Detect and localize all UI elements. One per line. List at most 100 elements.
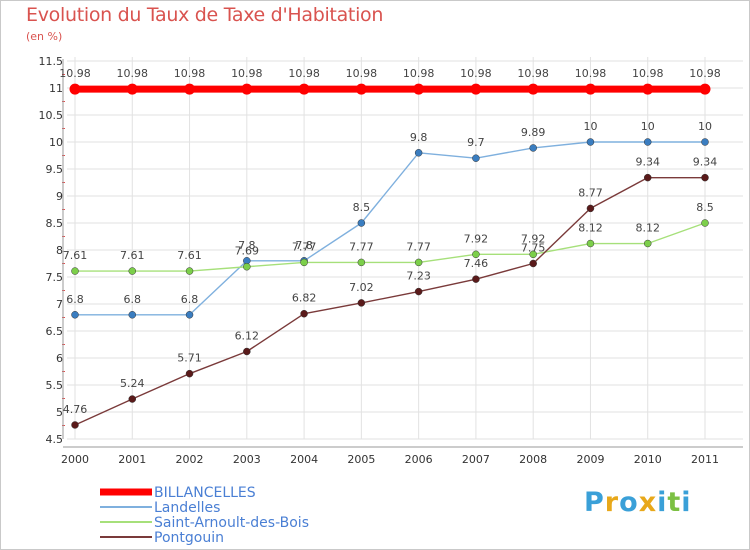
data-point — [529, 250, 537, 259]
axis-layer: 4.5 5 5.5 6 6.5 7 7.5 8 8.5 9 9.5 10 10.5 11 11.5 2000 2… — [39, 55, 743, 466]
y-tick-label: 10 — [49, 136, 63, 149]
logo-letter: r — [604, 487, 620, 518]
y-tick-label: 9 — [56, 190, 63, 203]
proxiti-logo: Proxiti — [584, 487, 692, 518]
x-tick-label: 2004 — [290, 453, 318, 466]
data-label: 7.61 — [120, 249, 145, 262]
data-label: 10 — [583, 120, 597, 133]
y-tick-label: 8 — [56, 244, 63, 257]
data-label: 9.7 — [467, 136, 485, 149]
legend-label: Landelles — [154, 500, 220, 516]
data-label: 10.98 — [575, 67, 607, 80]
data-point — [527, 83, 539, 95]
data-point — [69, 83, 81, 95]
data-point — [185, 267, 194, 275]
data-point — [414, 287, 423, 296]
data-label: 10.98 — [403, 67, 435, 80]
data-point — [298, 83, 310, 95]
x-tick-label: 2002 — [176, 453, 204, 466]
x-tick-label: 2006 — [405, 453, 433, 466]
y-tick-label: 6 — [56, 352, 63, 365]
data-label: 10.98 — [632, 67, 664, 80]
data-point — [128, 267, 137, 275]
data-label: 7.75 — [521, 242, 546, 255]
data-point — [701, 173, 709, 182]
data-label: 5.24 — [120, 377, 145, 390]
data-label: 6.82 — [292, 292, 317, 305]
data-point — [586, 204, 595, 213]
data-point — [699, 83, 711, 95]
logo-letter: o — [619, 487, 639, 518]
data-point — [643, 239, 652, 248]
x-tick-label: 2000 — [61, 453, 89, 466]
data-point — [529, 144, 537, 152]
data-label: 9.34 — [635, 156, 660, 169]
data-label: 10.98 — [517, 67, 549, 80]
data-point — [71, 267, 79, 275]
grid-layer — [67, 57, 743, 440]
logo-letter: x — [638, 487, 658, 518]
logo-letter: t — [667, 487, 682, 518]
data-point — [584, 83, 596, 95]
data-point — [586, 138, 595, 146]
chart-subtitle: (en %) — [26, 30, 63, 43]
logo-letter: i — [681, 487, 692, 518]
data-label: 10.98 — [689, 67, 721, 80]
x-tick-label: 2005 — [347, 453, 375, 466]
y-tick-label: 11.5 — [39, 55, 64, 68]
data-label-layer: 10.98 10.98 10.98 10.98 10.98 10.98 10.98 10.98… — [59, 67, 721, 416]
y-tick-label: 7 — [56, 298, 63, 311]
data-label: 10 — [641, 120, 655, 133]
data-label: 10.98 — [346, 67, 378, 80]
data-point — [300, 309, 308, 318]
data-point — [701, 138, 709, 146]
data-label: 5.71 — [177, 352, 202, 365]
data-label: 7.61 — [177, 249, 202, 262]
data-point — [357, 299, 366, 307]
data-point — [414, 258, 423, 267]
data-point — [126, 83, 138, 95]
data-label: 9.89 — [521, 126, 546, 139]
data-label: 8.12 — [635, 222, 660, 235]
x-tick-label: 2010 — [634, 453, 662, 466]
data-label: 6.8 — [66, 293, 84, 306]
data-point — [586, 239, 595, 248]
data-label: 7.8 — [295, 239, 313, 252]
data-label: 7.92 — [464, 232, 489, 245]
y-tick-label: 10.5 — [39, 109, 64, 122]
logo-letter: i — [657, 487, 668, 518]
data-label: 10.98 — [231, 67, 263, 80]
data-label: 7.77 — [292, 240, 317, 253]
data-label: 7.23 — [406, 270, 431, 283]
data-point — [357, 258, 366, 267]
y-tick-label: 7.5 — [46, 271, 64, 284]
data-point — [243, 262, 251, 271]
data-label: 6.12 — [235, 330, 260, 343]
data-label: 4.76 — [63, 403, 88, 416]
x-tick-label: 2001 — [118, 453, 146, 466]
data-point — [241, 83, 253, 95]
data-point — [184, 83, 196, 95]
logo-letter: P — [584, 487, 605, 518]
data-label: 7.92 — [521, 232, 546, 245]
data-point — [71, 311, 79, 319]
chart-title: Evolution du Taux de Taxe d'Habitation — [26, 4, 384, 26]
data-point — [529, 259, 537, 268]
legend-label: Pontgouin — [154, 530, 224, 546]
data-point — [71, 421, 79, 429]
data-point — [185, 369, 194, 378]
series-line-3 — [74, 176, 705, 426]
y-tick-label: 6.5 — [46, 325, 64, 338]
legend: BILLANCELLESLandellesSaint-Arnoult-des-B… — [100, 485, 309, 546]
legend-label: Saint-Arnoult-des-Bois — [154, 515, 309, 531]
series-line-1 — [75, 141, 705, 316]
data-label: 10.98 — [59, 67, 91, 80]
series-layer — [69, 83, 711, 429]
data-label: 10.98 — [117, 67, 149, 80]
x-tick-label: 2007 — [462, 453, 490, 466]
y-tick-label: 5 — [56, 406, 63, 419]
data-label: 10.98 — [174, 67, 206, 80]
data-label: 6.8 — [124, 293, 142, 306]
data-point — [643, 173, 652, 182]
legend-label: BILLANCELLES — [154, 485, 256, 501]
